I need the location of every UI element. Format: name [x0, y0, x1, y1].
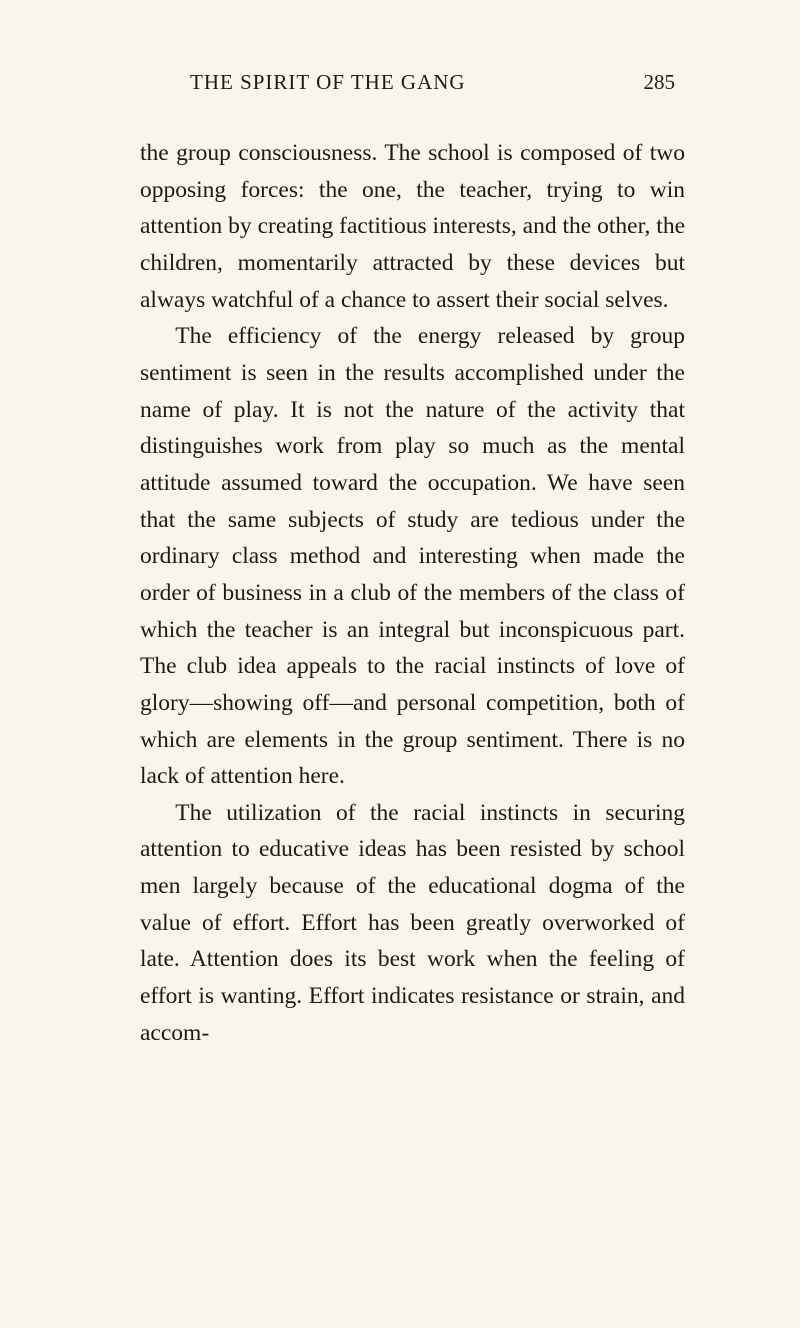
page-number: 285 [644, 70, 676, 95]
paragraph: the group consciousness. The school is c… [140, 135, 685, 318]
document-page: THE SPIRIT OF THE GANG 285 the group con… [0, 0, 800, 1328]
body-text: the group consciousness. The school is c… [140, 135, 685, 1051]
running-head: THE SPIRIT OF THE GANG [190, 70, 466, 95]
paragraph: The utilization of the racial instincts … [140, 795, 685, 1052]
paragraph: The efficiency of the energy released by… [140, 318, 685, 795]
page-header: THE SPIRIT OF THE GANG 285 [140, 70, 685, 95]
